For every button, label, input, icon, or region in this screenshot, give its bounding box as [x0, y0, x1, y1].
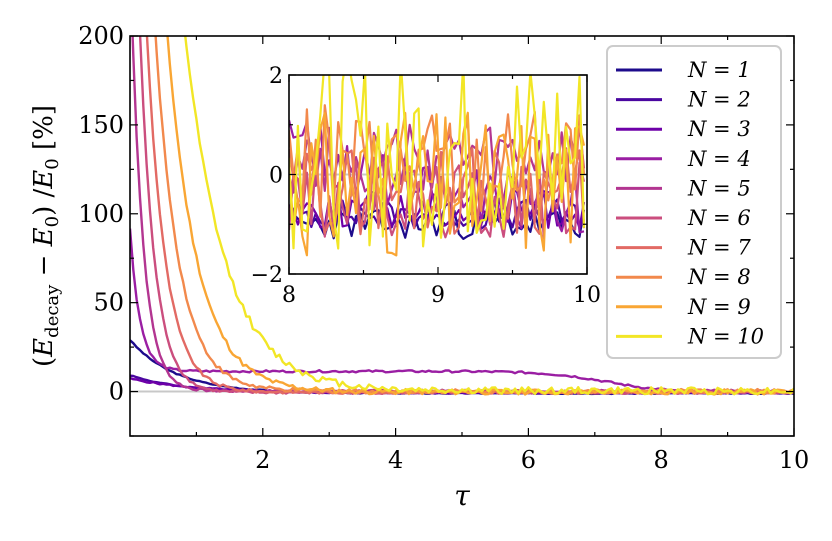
y-tick-label: 100 [78, 200, 124, 228]
legend-label-n4: N = 4 [687, 147, 751, 171]
inset-plot-lines [289, 75, 587, 257]
legend-label-n2: N = 2 [687, 88, 751, 112]
x-tick-label: 6 [521, 446, 536, 474]
legend-box [606, 45, 782, 359]
inset-x-tick-label: 9 [431, 283, 445, 308]
y-tick-label: 50 [93, 289, 124, 317]
x-tick-label: 2 [255, 446, 270, 474]
inset-x-tick-label: 10 [573, 283, 601, 308]
x-tick-label: 10 [779, 446, 810, 474]
main-plot-lines [130, 36, 794, 396]
legend-label-n7: N = 7 [687, 236, 751, 260]
inset-y-tick-label: −2 [251, 263, 283, 288]
legend-label-n3: N = 3 [687, 117, 751, 141]
legend-label-n6: N = 6 [687, 206, 751, 230]
inset-series-line-n10 [289, 75, 586, 250]
y-axis-label: (Edecay − E0) /E0 [%] [29, 105, 63, 367]
y-tick-label: 0 [109, 378, 124, 406]
x-tick-label: 8 [654, 446, 669, 474]
legend-label-n1: N = 1 [687, 58, 751, 82]
inset-x-tick-label: 8 [282, 283, 296, 308]
legend: N = 1 N = 2 N = 3 N = 4 N = 5 N = 6 N = 7 N = 8… [616, 58, 764, 348]
inset-series-line-n9 [289, 111, 586, 257]
inset-y-tick-label: 0 [269, 164, 283, 189]
y-tick-label: 200 [78, 22, 124, 50]
x-axis-label: τ [454, 479, 470, 512]
legend-label-n10: N = 10 [687, 324, 764, 348]
inset-axis-ticks: 8 9 10 −2 0 2 [251, 64, 601, 308]
series-line-n10 [184, 36, 794, 396]
x-tick-label: 4 [388, 446, 403, 474]
legend-label-n5: N = 5 [687, 176, 751, 200]
y-tick-label: 150 [78, 111, 124, 139]
legend-label-n9: N = 9 [687, 295, 751, 319]
legend-label-n8: N = 8 [687, 265, 751, 289]
inset-y-tick-label: 2 [269, 64, 283, 89]
